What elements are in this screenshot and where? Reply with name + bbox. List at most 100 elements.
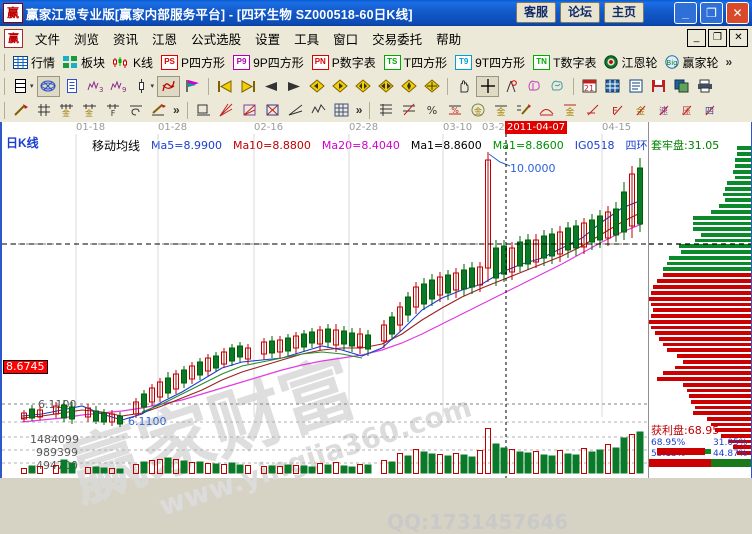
arc-icon[interactable] <box>536 101 557 120</box>
icon-toolbar-top: ▾ 3 9 ▾ <box>0 74 752 99</box>
toolbar-t-number-table-button[interactable]: TN T数字表 <box>529 53 600 72</box>
resist-icon[interactable]: 压 <box>674 101 695 120</box>
pen-gold-icon[interactable] <box>513 101 534 120</box>
menu-window[interactable]: 窗口 <box>333 32 359 47</box>
rect-anchor-icon[interactable] <box>193 101 214 120</box>
forum-button[interactable]: 论坛 <box>559 2 600 23</box>
flag-icon[interactable] <box>182 77 203 96</box>
percent-icon[interactable]: % <box>421 101 442 120</box>
toolbar-t-square-button[interactable]: TS T四方形 <box>380 53 451 72</box>
document-icon[interactable] <box>62 77 83 96</box>
gann-gold-1-icon[interactable]: 金 <box>56 101 77 120</box>
toolbar-overflow-button[interactable]: » <box>725 55 733 69</box>
levels-icon[interactable] <box>375 101 396 120</box>
toolbar-p-square-button[interactable]: PS P四方形 <box>157 53 229 72</box>
zoom-right-icon[interactable] <box>329 77 350 96</box>
angle-icon[interactable] <box>285 101 306 120</box>
compass-icon[interactable] <box>501 77 522 96</box>
draw-pen-icon[interactable] <box>10 101 31 120</box>
zoom-left-icon[interactable] <box>306 77 327 96</box>
save-disk-icon[interactable] <box>648 77 669 96</box>
overflow2-icon[interactable]: » <box>355 103 363 117</box>
crosshair-icon[interactable] <box>476 75 500 97</box>
gann-gold-2-icon[interactable]: 金 <box>79 101 100 120</box>
toolbar-9p-square-button[interactable]: P9 9P四方形 <box>229 53 308 72</box>
pen-red-icon[interactable] <box>148 101 169 120</box>
speed-icon[interactable]: 速 <box>651 101 672 120</box>
zigzag-icon[interactable] <box>308 101 329 120</box>
hand-icon[interactable] <box>453 77 474 96</box>
toolbar-kline-button[interactable]: K线 <box>109 53 157 72</box>
red-fan-icon[interactable] <box>216 101 237 120</box>
print-icon[interactable] <box>694 77 715 96</box>
mdi-close-button[interactable]: ✕ <box>729 29 748 47</box>
fib-F-icon[interactable]: F <box>605 101 626 120</box>
last-page-icon[interactable] <box>237 77 258 96</box>
close-button[interactable]: ✕ <box>726 2 749 24</box>
toolbar-quotes-button[interactable]: 行情 <box>9 53 59 72</box>
toolbar-blocks-button[interactable]: 板块 <box>59 53 109 72</box>
homepage-button[interactable]: 主页 <box>603 2 644 23</box>
first-page-icon[interactable] <box>214 77 235 96</box>
toolbar-p-number-table-button[interactable]: PN P数字表 <box>308 53 380 72</box>
menu-formula-stock[interactable]: 公式选股 <box>191 32 242 47</box>
svg-text:F: F <box>612 106 618 117</box>
maximize-button[interactable]: ❐ <box>700 2 723 24</box>
percent-line-icon[interactable]: % <box>444 101 465 120</box>
calendar-period-icon[interactable] <box>10 77 31 96</box>
svg-text:金: 金 <box>565 106 574 117</box>
copy-icon[interactable] <box>671 77 692 96</box>
menu-trade[interactable]: 交易委托 <box>372 32 423 47</box>
brain-teal-icon[interactable] <box>547 77 568 96</box>
gann-fan-grid-icon[interactable] <box>33 101 54 120</box>
menu-settings[interactable]: 设置 <box>255 32 281 47</box>
chart-area[interactable]: 赢家财富 www.yingjia360.com QQ:1731457646 01… <box>0 121 752 534</box>
four-icon[interactable]: 四 <box>697 101 718 120</box>
brain-pink-icon[interactable] <box>524 77 545 96</box>
single-candle-icon[interactable] <box>131 77 152 96</box>
customer-service-button[interactable]: 客服 <box>515 2 556 23</box>
pattern-icon[interactable] <box>157 75 181 97</box>
menu-tools[interactable]: 工具 <box>294 32 320 47</box>
expand-h-icon[interactable] <box>375 77 396 96</box>
gold-angle-icon[interactable]: 金 <box>628 101 649 120</box>
gann-box-icon[interactable] <box>239 101 260 120</box>
candle-dropdown-icon[interactable]: ▾ <box>150 83 155 90</box>
menu-help[interactable]: 帮助 <box>436 32 462 47</box>
mdi-restore-button[interactable]: ❐ <box>708 29 727 47</box>
menu-file[interactable]: 文件 <box>35 32 61 47</box>
spiral-icon[interactable] <box>125 101 146 120</box>
gann-square-icon[interactable] <box>262 101 283 120</box>
fib-f-icon[interactable]: F <box>102 101 123 120</box>
toolbar-gann-wheel-button[interactable]: 江恩轮 <box>600 53 661 72</box>
grid-net-icon[interactable] <box>331 101 352 120</box>
fit-icon[interactable] <box>421 77 442 96</box>
center-icon[interactable] <box>398 77 419 96</box>
indicator-3-icon[interactable]: 3 <box>85 77 106 96</box>
indicator-9-icon[interactable]: 9 <box>108 77 129 96</box>
report-icon[interactable] <box>625 77 646 96</box>
toolbar-winner-wheel-button[interactable]: Big 赢家轮 <box>661 53 722 72</box>
prev-icon[interactable] <box>260 77 281 96</box>
circle-gold-icon[interactable]: 金 <box>467 101 488 120</box>
angle-up-icon[interactable] <box>582 101 603 120</box>
overflow-icon[interactable]: » <box>173 103 180 117</box>
percent-cross-icon[interactable] <box>398 101 419 120</box>
spreadsheet-icon[interactable] <box>602 77 623 96</box>
cursor-date-badge: 2011-04-07 <box>505 121 568 134</box>
gold-line-icon[interactable]: 金 <box>490 101 511 120</box>
next-icon[interactable] <box>283 77 304 96</box>
network-icon[interactable] <box>36 75 60 97</box>
gold-square-icon[interactable]: 金 <box>559 101 580 120</box>
toolbar-9t-square-button[interactable]: T9 9T四方形 <box>451 53 529 72</box>
mdi-minimize-button[interactable]: _ <box>687 29 706 47</box>
calendar-21-icon[interactable]: 21 <box>579 77 600 96</box>
menu-gann[interactable]: 江恩 <box>152 32 178 47</box>
menu-bar: 赢 文件 浏览 资讯 江恩 公式选股 设置 工具 窗口 交易委托 帮助 _ ❐ … <box>0 26 752 51</box>
zoom-both-icon[interactable] <box>352 77 373 96</box>
menu-browse[interactable]: 浏览 <box>74 32 100 47</box>
minimize-button[interactable]: _ <box>674 2 697 24</box>
menu-news[interactable]: 资讯 <box>113 32 139 47</box>
chip-distribution-panel[interactable]: 套牢盘:31.05 获利盘:68.95 <box>648 122 752 478</box>
period-dropdown-icon[interactable]: ▾ <box>30 83 34 90</box>
